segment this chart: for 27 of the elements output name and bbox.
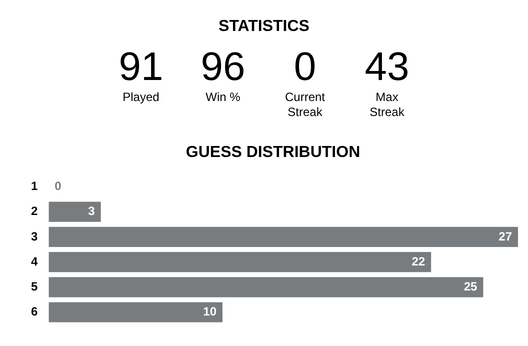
text: STATISTICS [218,18,310,36]
data-label: 22 [412,254,426,268]
data-label: 27 [498,229,512,244]
y-tick-label: 5 [30,279,38,294]
data-label: 0 [54,179,62,194]
data-label: 10 [203,304,217,319]
data-label: 25 [464,279,478,294]
bar [48,226,518,247]
bar [48,202,101,222]
text: 0 [294,44,316,90]
y-tick-label: 4 [30,254,38,268]
y-tick-label: 1 [30,179,38,194]
text: Played [122,90,160,105]
y-tick-label: 6 [30,304,38,319]
bar [48,277,484,298]
text: 96 [200,44,246,90]
text: Max Streak [368,90,406,120]
text: 91 [118,44,164,90]
bar [48,302,222,322]
text: 43 [364,44,410,90]
y-tick-label: 2 [30,204,38,218]
text: Win % [204,90,242,105]
bar [48,252,432,272]
text: Current Streak [284,90,326,120]
y-tick-label: 3 [30,229,38,244]
data-label: 3 [88,204,96,218]
chart-title: GUESS DISTRIBUTION [186,144,360,162]
